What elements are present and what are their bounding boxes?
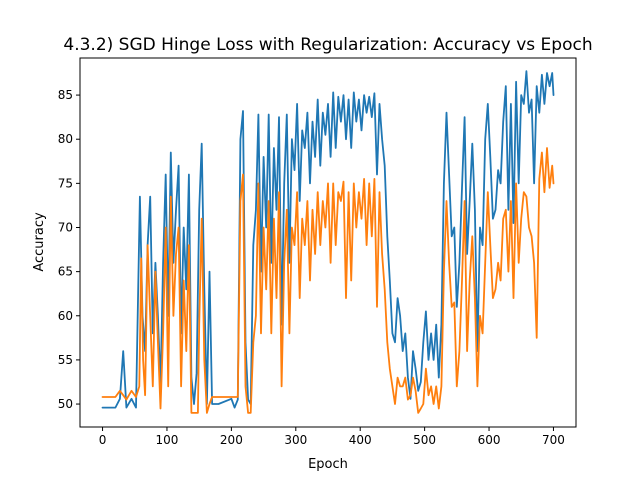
x-tick-label: 100 [156, 433, 179, 447]
y-tick-label: 80 [58, 132, 73, 146]
y-tick-label: 60 [58, 309, 73, 323]
y-tick-label: 70 [58, 220, 73, 234]
x-tick-label: 200 [220, 433, 243, 447]
chart-title: 4.3.2) SGD Hinge Loss with Regularizatio… [63, 35, 592, 55]
plot-frame [79, 57, 577, 428]
x-tick-label: 700 [542, 433, 565, 447]
y-axis-ticks: 50 55 60 65 70 75 80 85 [58, 88, 80, 411]
x-tick-label: 300 [284, 433, 307, 447]
x-tick-label: 400 [349, 433, 372, 447]
y-tick-label: 50 [58, 397, 73, 411]
y-tick-label: 55 [58, 353, 73, 367]
y-tick-label: 65 [58, 265, 73, 279]
y-tick-label: 85 [58, 88, 73, 102]
x-tick-label: 600 [478, 433, 501, 447]
series-layer [101, 70, 555, 414]
x-axis-ticks: 0 100 200 300 400 500 600 700 [99, 427, 565, 447]
x-tick-label: 0 [99, 433, 107, 447]
x-tick-label: 500 [413, 433, 436, 447]
x-axis-label: Epoch [308, 457, 348, 472]
y-axis-label: Accuracy [32, 212, 47, 272]
series-line-validation [101, 147, 555, 414]
y-tick-label: 75 [58, 176, 73, 190]
